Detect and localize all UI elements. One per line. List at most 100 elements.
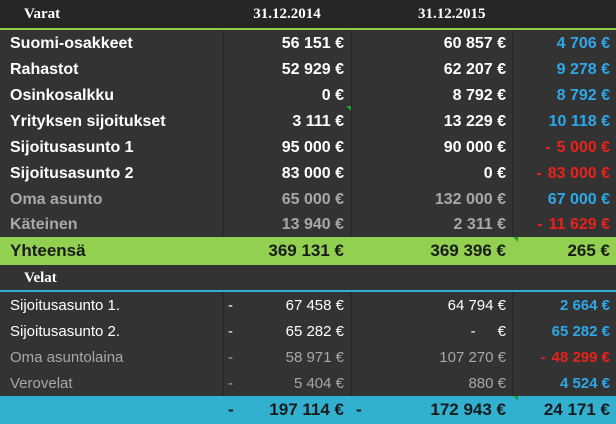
row-label[interactable]: Yrityksen sijoitukset [10,113,166,130]
column-divider [512,0,513,424]
change-value[interactable]: 4 706 € [556,35,610,52]
row-label[interactable]: Osinkosalkku [10,87,115,104]
column-divider [223,0,224,424]
value-2015[interactable]: 62 207 € [443,61,506,78]
value-2014[interactable]: 13 940 € [281,216,344,233]
value-2014[interactable]: - 67 458 € [224,293,350,318]
liabilities-title[interactable]: Velat [24,269,57,286]
liability-row: Sijoitusasunto 2. - 65 282 € - € 65 282 … [0,318,616,344]
minus-sign: - [470,322,476,340]
row-label[interactable]: Oma asunto [10,191,103,208]
asset-row: Rahastot 52 929 € 62 207 € 9 278 € [0,57,616,83]
value-2014[interactable]: - 5 404 € [224,370,350,396]
minus-sign: - [228,322,233,340]
minus-sign: - [540,348,546,366]
minus-sign: - [536,165,542,182]
liability-row: Verovelat - 5 404 € 880 € 4 524 € [0,370,616,396]
column-header-2014[interactable]: 31.12.2014 [253,5,321,22]
minus-sign: - [228,400,234,419]
row-label[interactable]: Sijoitusasunto 1 [10,139,134,156]
value-2015[interactable]: 132 000 € [434,191,506,208]
row-label[interactable]: Sijoitusasunto 2. [10,322,121,340]
minus-sign: - [228,297,233,314]
total-2014[interactable]: 369 131 € [268,241,344,260]
change-value[interactable]: - 48 299 € [513,344,616,370]
asset-row: Käteinen 13 940 € 2 311 € - 11 629 € [0,213,616,237]
value-2015[interactable]: 0 € [483,165,506,182]
value-2015[interactable]: - € [352,318,512,344]
change-value[interactable]: 65 282 € [551,322,610,340]
asset-row: Oma asunto 65 000 € 132 000 € 67 000 € [0,187,616,213]
minus-sign: - [228,374,233,392]
liabilities-header-row: Velat [0,265,616,291]
liabilities-total-row: - 197 114 € - 172 943 € 24 171 € [0,396,616,424]
value-2015[interactable]: 880 € [352,370,512,396]
amount: 64 794 € [447,297,506,314]
change-value[interactable]: - 11 629 € [513,213,616,237]
value-2014[interactable]: 56 151 € [281,35,344,52]
change-value[interactable]: 10 118 € [548,113,610,130]
total-change[interactable]: 24 171 € [543,400,610,419]
cell-comment-indicator [513,237,518,242]
value-2014[interactable]: 65 000 € [281,191,344,208]
value-2014[interactable]: - 58 971 € [224,344,350,370]
row-label[interactable]: Suomi-osakkeet [10,35,133,52]
amount: € [497,322,506,340]
total-2015[interactable]: - 172 943 € [352,396,512,424]
value-2015[interactable]: 107 270 € [352,344,512,370]
total-2014[interactable]: - 197 114 € [224,396,350,424]
change-value[interactable]: 67 000 € [547,191,610,208]
row-label[interactable]: Sijoitusasunto 1. [10,297,121,314]
asset-row: Suomi-osakkeet 56 151 € 60 857 € 4 706 € [0,31,616,57]
amount: 107 270 € [439,348,506,366]
change-amount: 48 299 € [551,348,610,366]
change-value[interactable]: 4 524 € [559,374,610,392]
change-amount: 5 000 € [556,139,610,156]
total-change[interactable]: 265 € [567,241,610,260]
value-2014[interactable]: - 65 282 € [224,318,350,344]
asset-row: Sijoitusasunto 1 95 000 € 90 000 € - 5 0… [0,135,616,161]
asset-row: Osinkosalkku 0 € 8 792 € 8 792 € [0,83,616,109]
asset-row: Yrityksen sijoitukset 3 111 € 13 229 € 1… [0,109,616,135]
value-2015[interactable]: 13 229 € [443,113,506,130]
liabilities-underline [0,290,616,292]
column-divider [351,0,352,424]
change-value[interactable]: 9 278 € [556,61,610,78]
change-value[interactable]: - 5 000 € [513,135,616,161]
value-2014[interactable]: 0 € [321,87,344,104]
change-value[interactable]: - 83 000 € [513,161,616,187]
change-value[interactable]: 8 792 € [556,87,610,104]
value-2014[interactable]: 83 000 € [281,165,344,182]
value-2014[interactable]: 95 000 € [281,139,344,156]
value-2015[interactable]: 60 857 € [443,35,506,52]
total-2015[interactable]: 369 396 € [430,241,506,260]
value-2014[interactable]: 3 111 € [292,113,344,130]
amount: 67 458 € [285,297,344,314]
row-label[interactable]: Oma asuntolaina [10,348,124,366]
cell-comment-indicator [513,396,518,401]
change-value[interactable]: 2 664 € [559,297,610,314]
row-label[interactable]: Verovelat [10,374,73,392]
row-label[interactable]: Sijoitusasunto 2 [10,165,134,182]
value-2015[interactable]: 8 792 € [452,87,506,104]
assets-header-row: Varat 31.12.2014 31.12.2015 [0,0,616,28]
value-2015[interactable]: 90 000 € [443,139,506,156]
row-label[interactable]: Rahastot [10,61,79,78]
liability-row: Oma asuntolaina - 58 971 € 107 270 € - 4… [0,344,616,370]
amount: 65 282 € [285,322,344,340]
total-label[interactable] [0,396,222,424]
column-header-diff[interactable] [513,0,616,28]
asset-row: Sijoitusasunto 2 83 000 € 0 € - 83 000 € [0,161,616,187]
liability-row: Sijoitusasunto 1. - 67 458 € 64 794 € 2 … [0,293,616,318]
value-2015[interactable]: 64 794 € [352,293,512,318]
assets-title[interactable]: Varat [24,5,61,22]
value-2014[interactable]: 52 929 € [281,61,344,78]
assets-total-row: Yhteensä 369 131 € 369 396 € 265 € [0,237,616,265]
row-label[interactable]: Käteinen [10,216,78,233]
amount: 880 € [468,374,506,392]
total-label[interactable]: Yhteensä [10,241,86,260]
column-header-2015[interactable]: 31.12.2015 [418,5,486,22]
amount: 58 971 € [285,348,344,366]
value-2015[interactable]: 2 311 € [453,216,507,233]
